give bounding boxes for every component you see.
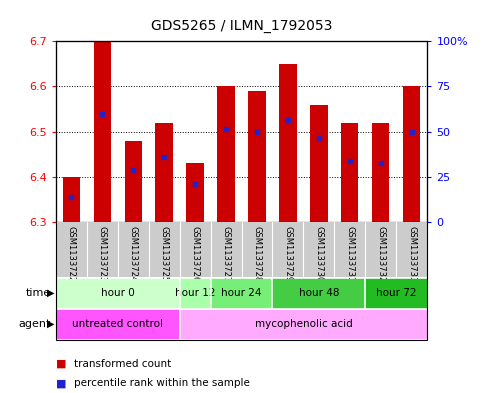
Text: untreated control: untreated control <box>72 319 163 329</box>
Bar <box>56 279 180 307</box>
Text: GSM1133730: GSM1133730 <box>314 226 324 283</box>
Bar <box>272 279 366 307</box>
Text: hour 0: hour 0 <box>100 288 134 298</box>
Bar <box>248 91 266 222</box>
Bar <box>341 123 358 222</box>
Text: GSM1133725: GSM1133725 <box>159 226 169 283</box>
Text: hour 12: hour 12 <box>175 288 215 298</box>
Text: ▶: ▶ <box>47 319 55 329</box>
Bar <box>180 279 211 307</box>
Bar <box>372 123 389 222</box>
Text: GDS5265 / ILMN_1792053: GDS5265 / ILMN_1792053 <box>151 19 332 33</box>
Text: GSM1133731: GSM1133731 <box>345 226 355 283</box>
Bar <box>217 86 235 222</box>
Text: agent: agent <box>18 319 51 329</box>
Text: transformed count: transformed count <box>74 358 171 369</box>
Text: percentile rank within the sample: percentile rank within the sample <box>74 378 250 388</box>
Text: hour 48: hour 48 <box>298 288 339 298</box>
Text: GSM1133727: GSM1133727 <box>222 226 230 283</box>
Text: hour 72: hour 72 <box>376 288 417 298</box>
Bar <box>186 163 203 222</box>
Bar <box>94 41 111 222</box>
Bar <box>211 279 272 307</box>
Text: ■: ■ <box>56 358 66 369</box>
Text: GSM1133722: GSM1133722 <box>67 226 75 283</box>
Bar <box>311 105 327 222</box>
Bar <box>62 177 80 222</box>
Text: mycophenolic acid: mycophenolic acid <box>255 319 353 329</box>
Text: ▶: ▶ <box>47 288 55 298</box>
Text: GSM1133729: GSM1133729 <box>284 226 293 283</box>
Text: hour 24: hour 24 <box>221 288 262 298</box>
Text: GSM1133726: GSM1133726 <box>190 226 199 283</box>
Text: GSM1133724: GSM1133724 <box>128 226 138 283</box>
Bar <box>366 279 427 307</box>
Text: GSM1133732: GSM1133732 <box>376 226 385 283</box>
Bar <box>180 310 427 338</box>
Text: GSM1133728: GSM1133728 <box>253 226 261 283</box>
Text: ■: ■ <box>56 378 66 388</box>
Bar <box>125 141 142 222</box>
Text: time: time <box>26 288 51 298</box>
Text: GSM1133733: GSM1133733 <box>408 226 416 283</box>
Bar <box>156 123 172 222</box>
Bar <box>280 64 297 222</box>
Bar <box>56 310 180 338</box>
Text: GSM1133723: GSM1133723 <box>98 226 107 283</box>
Bar <box>403 86 421 222</box>
